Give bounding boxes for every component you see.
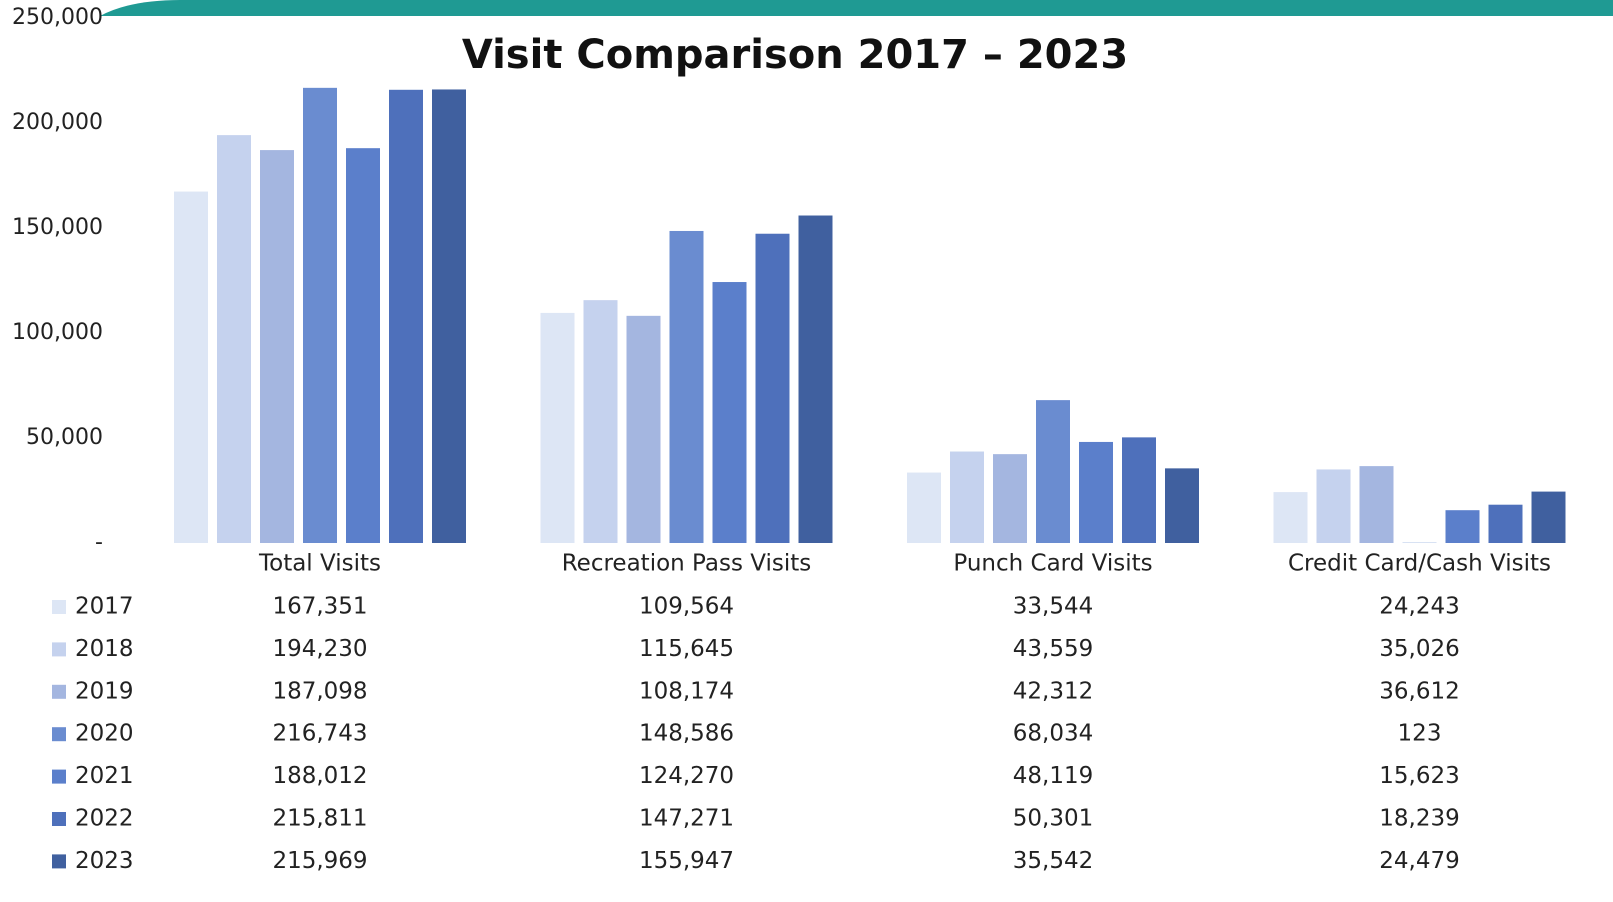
bar bbox=[1036, 400, 1070, 543]
table-cell: 33,544 bbox=[1013, 594, 1093, 620]
table-cell: 187,098 bbox=[272, 678, 367, 704]
legend-label: 2022 bbox=[75, 806, 134, 832]
table-cell: 24,243 bbox=[1379, 594, 1459, 620]
bar bbox=[993, 454, 1027, 543]
table-cell: 115,645 bbox=[639, 636, 734, 662]
table-cell: 124,270 bbox=[639, 763, 734, 789]
table-cell: 215,969 bbox=[272, 848, 367, 874]
y-tick-label: 200,000 bbox=[12, 110, 103, 135]
bar bbox=[389, 89, 423, 543]
table-cell: 216,743 bbox=[272, 721, 367, 747]
legend-swatch bbox=[52, 600, 66, 614]
table-cell: 188,012 bbox=[272, 763, 367, 789]
legend-label: 2021 bbox=[75, 763, 134, 789]
table-cell: 194,230 bbox=[272, 636, 367, 662]
bar bbox=[174, 191, 208, 543]
table-cell: 35,542 bbox=[1013, 848, 1093, 874]
table-cell: 215,811 bbox=[272, 806, 367, 832]
chart-title: Visit Comparison 2017 – 2023 bbox=[462, 32, 1128, 78]
x-tick-label: Total Visits bbox=[258, 551, 381, 577]
legend-swatch bbox=[52, 642, 66, 657]
table-cell: 147,271 bbox=[639, 806, 734, 832]
table-cell: 109,564 bbox=[639, 594, 734, 620]
table-cell: 148,586 bbox=[639, 721, 734, 747]
legend-label: 2023 bbox=[75, 848, 134, 874]
bar bbox=[260, 150, 294, 544]
legend-label: 2019 bbox=[75, 678, 134, 704]
bar bbox=[669, 230, 704, 543]
x-tick-label: Recreation Pass Visits bbox=[562, 551, 812, 577]
legend-label: 2020 bbox=[75, 721, 134, 747]
table-cell: 108,174 bbox=[639, 678, 734, 704]
x-tick-label: Punch Card Visits bbox=[953, 551, 1152, 577]
legend-label: 2017 bbox=[75, 594, 134, 620]
bar bbox=[1445, 510, 1480, 543]
y-tick-label: 250,000 bbox=[12, 5, 103, 30]
legend-label: 2018 bbox=[75, 636, 134, 662]
bar bbox=[626, 315, 661, 543]
y-tick-label: 150,000 bbox=[12, 215, 103, 240]
bar bbox=[583, 300, 618, 543]
legend-swatch bbox=[52, 812, 66, 826]
bar bbox=[1079, 441, 1113, 543]
table-cell: 48,119 bbox=[1013, 763, 1093, 789]
table-cell: 155,947 bbox=[639, 848, 734, 874]
bar bbox=[303, 87, 337, 544]
table-cell: 36,612 bbox=[1379, 678, 1459, 704]
bar bbox=[1531, 491, 1566, 543]
y-tick-label: 50,000 bbox=[26, 425, 103, 450]
table-cell: 35,026 bbox=[1379, 636, 1459, 662]
legend-swatch bbox=[52, 769, 66, 784]
table-cell: 24,479 bbox=[1379, 848, 1459, 874]
table-cell: 15,623 bbox=[1379, 763, 1459, 789]
bar bbox=[798, 215, 833, 544]
bar bbox=[1165, 468, 1199, 543]
table-cell: 43,559 bbox=[1013, 636, 1093, 662]
y-tick-label: 100,000 bbox=[12, 320, 103, 345]
legend-swatch bbox=[52, 854, 66, 869]
bar bbox=[1359, 466, 1394, 543]
bar bbox=[1316, 469, 1351, 543]
bar bbox=[1122, 437, 1156, 543]
bar bbox=[1273, 492, 1308, 543]
table-cell: 123 bbox=[1398, 721, 1442, 747]
bar bbox=[907, 472, 941, 543]
bar bbox=[950, 451, 984, 543]
bar bbox=[755, 233, 790, 543]
legend-swatch bbox=[52, 727, 66, 742]
legend-swatch bbox=[52, 684, 66, 699]
table-cell: 68,034 bbox=[1013, 721, 1093, 747]
bar bbox=[540, 312, 575, 543]
table-cell: 18,239 bbox=[1379, 806, 1459, 832]
table-cell: 42,312 bbox=[1013, 678, 1093, 704]
bar bbox=[346, 148, 380, 543]
x-tick-label: Credit Card/Cash Visits bbox=[1288, 551, 1551, 577]
bar bbox=[1488, 504, 1523, 543]
bar bbox=[712, 282, 747, 543]
table-cell: 50,301 bbox=[1013, 806, 1093, 832]
bar bbox=[432, 89, 466, 544]
header-band bbox=[100, 0, 1613, 16]
table-cell: 167,351 bbox=[272, 594, 367, 620]
bar bbox=[217, 135, 251, 543]
y-tick-label: - bbox=[95, 530, 103, 555]
